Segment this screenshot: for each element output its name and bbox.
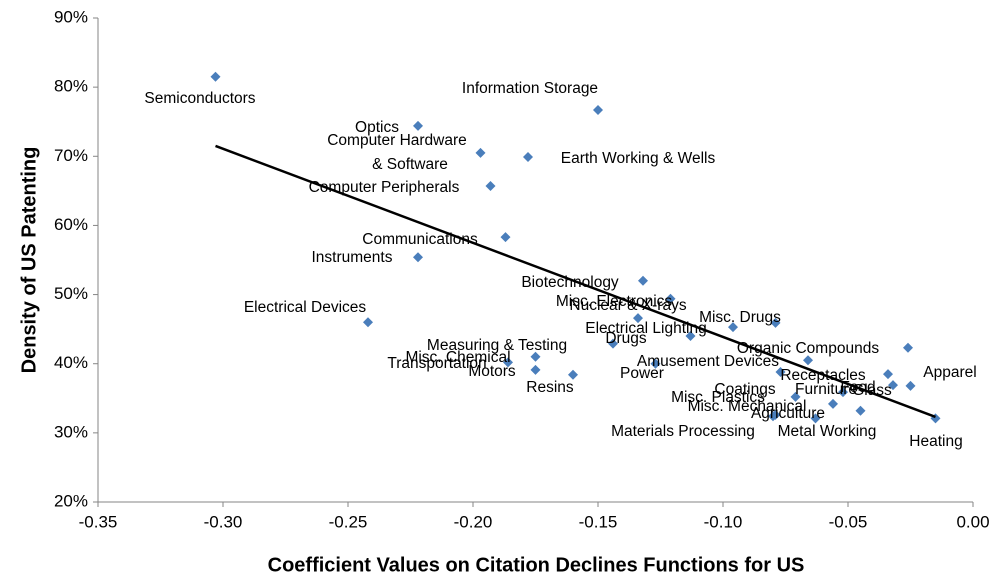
y-tick-label: 60% <box>54 215 88 234</box>
x-tick-label: -0.20 <box>454 512 493 531</box>
point-label: Computer Hardware <box>327 132 467 149</box>
y-tick-label: 20% <box>54 491 88 510</box>
point-label: Resins <box>526 379 574 396</box>
y-tick-label: 40% <box>54 353 88 372</box>
point-label: Heating <box>909 433 962 450</box>
marker <box>803 355 813 366</box>
marker <box>883 369 893 380</box>
point-label: Biotechnology <box>521 274 619 291</box>
point-label: & Software <box>372 156 448 173</box>
marker <box>530 351 541 362</box>
marker <box>775 367 786 378</box>
marker <box>593 104 603 115</box>
marker <box>838 387 848 398</box>
marker <box>855 405 866 416</box>
marker <box>523 151 533 162</box>
point-label: Misc. Mechanical <box>688 398 807 415</box>
point-label: Optics <box>355 119 399 136</box>
marker <box>503 357 513 368</box>
point-label: Coatings <box>714 381 775 398</box>
point-label: Misc. Plastics <box>671 389 765 406</box>
x-tick-label: -0.30 <box>204 512 243 531</box>
marker <box>665 293 676 304</box>
marker <box>828 398 838 409</box>
y-axis-title: Density of US Patenting <box>18 147 40 374</box>
x-axis-title: Coefficient Values on Citation Declines … <box>268 554 805 576</box>
y-tick-label: 90% <box>54 7 88 26</box>
point-label: Amusement Devices <box>637 353 779 370</box>
marker <box>633 313 643 324</box>
point-label: Metal Working <box>778 423 877 440</box>
marker <box>650 358 661 369</box>
point-label: Earth Working & Wells <box>561 150 716 167</box>
marker <box>768 411 778 422</box>
point-label: Nuclear & X-rays <box>569 297 686 314</box>
marker <box>903 342 913 353</box>
trendline <box>215 144 936 419</box>
point-label: Information Storage <box>462 80 598 97</box>
point-label: Food <box>840 379 875 396</box>
marker <box>530 364 541 375</box>
point-label: Instruments <box>312 249 393 266</box>
point-label: Misc. Drugs <box>699 309 781 326</box>
marker <box>363 317 373 328</box>
x-tick-label: -0.15 <box>579 512 618 531</box>
point-label: Agriculture <box>751 405 825 422</box>
point-label: Misc. Chemical <box>405 349 510 366</box>
marker <box>685 331 696 342</box>
point-label: Electrical Lighting <box>585 320 706 337</box>
marker <box>568 369 578 380</box>
x-tick-label: 0.00 <box>956 512 989 531</box>
point-label: Organic Compounds <box>737 340 879 357</box>
point-label: Furniture <box>795 381 857 398</box>
x-tick-label: -0.25 <box>329 512 368 531</box>
y-tick-label: 70% <box>54 146 88 165</box>
marker <box>475 147 486 158</box>
marker <box>905 380 916 391</box>
point-label: Measuring & Testing <box>427 337 567 354</box>
point-label: Materials Processing <box>611 423 755 440</box>
point-label: Transportation <box>387 355 486 372</box>
point-label: Apparel <box>923 364 976 381</box>
x-tick-label: -0.10 <box>704 512 743 531</box>
y-tick-label: 80% <box>54 77 88 96</box>
point-label: Electrical Devices <box>244 299 367 316</box>
marker <box>638 275 648 286</box>
marker <box>810 413 821 424</box>
marker <box>728 322 738 333</box>
marker <box>790 391 801 402</box>
point-label: Misc. Electronics <box>556 293 673 310</box>
y-tick-label: 50% <box>54 284 88 303</box>
point-label: Computer Peripherals <box>309 179 460 196</box>
y-tick-label: 30% <box>54 422 88 441</box>
point-label: Drugs <box>605 330 647 347</box>
marker <box>413 120 423 131</box>
point-label: Semiconductors <box>144 90 255 107</box>
point-label: Communications <box>362 231 478 248</box>
x-tick-label: -0.05 <box>829 512 868 531</box>
marker <box>888 380 898 391</box>
marker <box>210 71 221 82</box>
point-label: Receptacles <box>780 367 866 384</box>
marker <box>770 317 781 328</box>
point-label: Motors <box>468 363 516 380</box>
marker <box>485 181 496 192</box>
x-tick-label: -0.35 <box>79 512 118 531</box>
marker <box>413 252 423 263</box>
point-label: Glass <box>852 382 892 399</box>
point-label: Power <box>620 365 664 382</box>
marker <box>608 338 618 349</box>
marker <box>500 232 511 243</box>
